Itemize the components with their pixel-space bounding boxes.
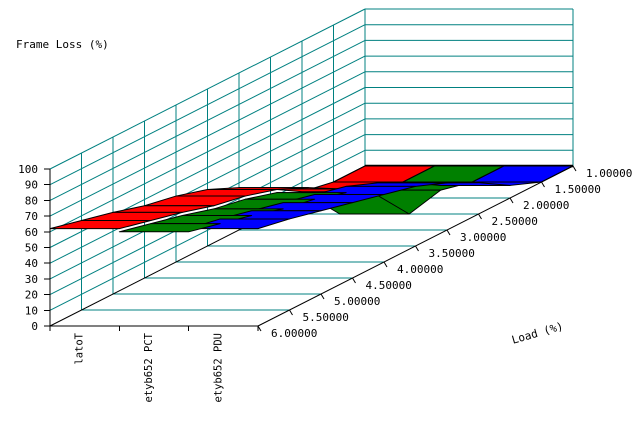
depth-tick-label: 4.00000 [397, 263, 443, 276]
category-label: latoT [74, 332, 86, 364]
value-tick-label: 20 [25, 289, 38, 302]
ribbon-segment [118, 223, 221, 233]
depth-tick-label: 1.50000 [555, 183, 601, 196]
value-tick-label: 30 [25, 273, 38, 286]
ribbon-segment [49, 220, 152, 230]
depth-tick-label: 5.00000 [334, 295, 380, 308]
depth-tick-label: 3.00000 [460, 231, 506, 244]
ribbon-segment [175, 188, 278, 197]
value-tick-label: 70 [25, 210, 38, 223]
value-tick-label: 80 [25, 194, 38, 207]
depth-tick-label: 1.00000 [586, 167, 632, 180]
value-tick-label: 90 [25, 179, 38, 192]
value-tick-label: 0 [31, 320, 38, 333]
value-tick-label: 10 [25, 304, 38, 317]
value-tick-label: 100 [18, 163, 38, 176]
depth-tick-label: 2.50000 [492, 215, 538, 228]
category-label: etyb652 PCT [143, 332, 155, 402]
depth-tick-label: 4.50000 [366, 279, 412, 292]
ribbon-segment [188, 218, 290, 230]
value-axis-title: Frame Loss (%) [16, 38, 109, 51]
category-label: etyb652 PDU [212, 333, 224, 403]
value-tick-label: 50 [25, 242, 38, 255]
value-tick-label: 60 [25, 226, 38, 239]
depth-tick-label: 3.50000 [429, 247, 475, 260]
depth-tick-label: 5.50000 [303, 311, 349, 324]
ribbon-segment [112, 205, 215, 213]
depth-tick-label: 6.00000 [271, 327, 317, 340]
depth-tick-label: 2.00000 [523, 199, 569, 212]
value-tick-label: 40 [25, 257, 38, 270]
